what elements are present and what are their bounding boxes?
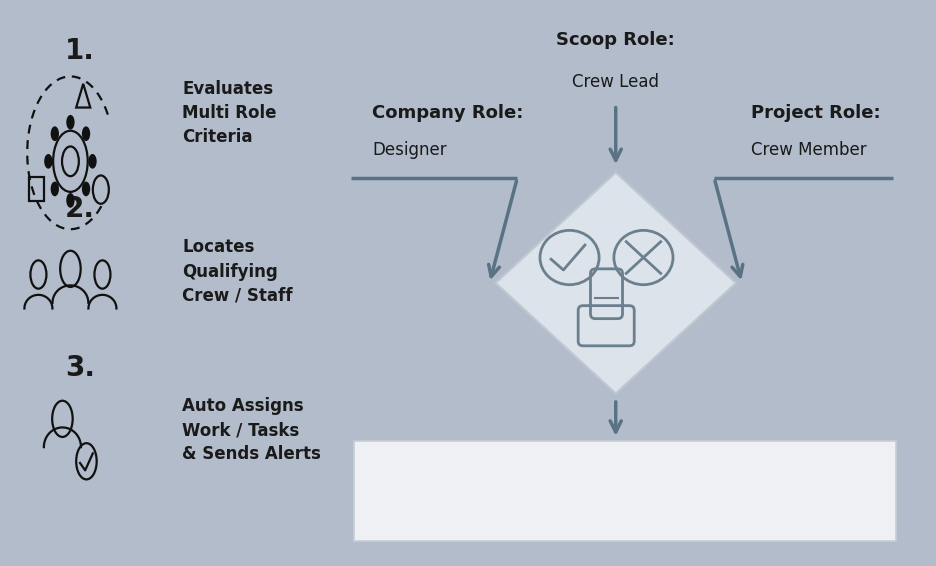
Text: Scoop Role:: Scoop Role: <box>556 31 675 49</box>
Circle shape <box>81 182 90 196</box>
Polygon shape <box>496 173 736 393</box>
Circle shape <box>88 154 96 169</box>
Circle shape <box>51 182 59 196</box>
Circle shape <box>66 115 75 130</box>
Text: Company Role:: Company Role: <box>373 104 524 122</box>
FancyBboxPatch shape <box>354 441 896 541</box>
Text: Auto Assigns
Work / Tasks
& Sends Alerts: Auto Assigns Work / Tasks & Sends Alerts <box>183 397 321 464</box>
Text: Auto Task, Auto Email &
Auto Delegate: Auto Task, Auto Email & Auto Delegate <box>493 467 756 514</box>
Text: Crew Member: Crew Member <box>752 141 867 159</box>
Circle shape <box>81 126 90 141</box>
Circle shape <box>66 193 75 208</box>
Text: Crew Lead: Crew Lead <box>572 73 659 91</box>
Bar <box>29 177 44 201</box>
Text: 2.: 2. <box>65 195 95 224</box>
Circle shape <box>51 126 59 141</box>
Text: Project Role:: Project Role: <box>752 104 881 122</box>
Circle shape <box>44 154 52 169</box>
Text: Evaluates
Multi Role
Criteria: Evaluates Multi Role Criteria <box>183 80 277 147</box>
Text: Locates
Qualifying
Crew / Staff: Locates Qualifying Crew / Staff <box>183 238 293 305</box>
Text: 1.: 1. <box>66 37 95 65</box>
Text: Designer: Designer <box>373 141 447 159</box>
Text: 3.: 3. <box>65 354 95 382</box>
